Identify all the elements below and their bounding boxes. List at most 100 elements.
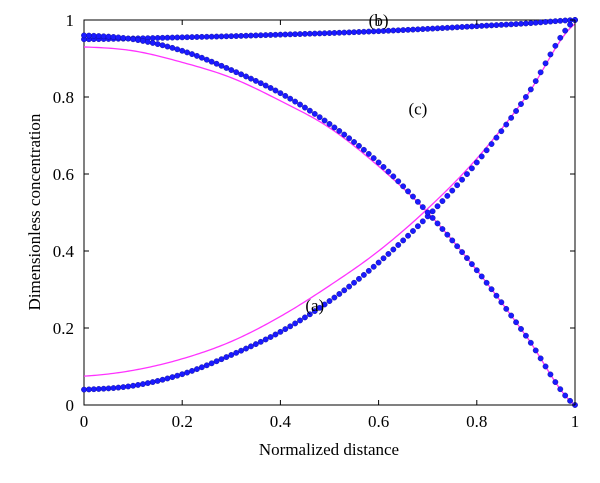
marker-a: [365, 267, 372, 274]
marker-a: [257, 338, 264, 345]
marker-c: [380, 164, 387, 170]
marker-a: [198, 364, 205, 371]
marker-c: [218, 62, 225, 69]
marker-c: [179, 47, 186, 54]
marker-b: [454, 24, 461, 31]
axis-ticks: [83, 19, 576, 406]
marker-c: [189, 51, 195, 57]
marker-a: [194, 366, 200, 373]
marker-a: [346, 283, 353, 290]
marker-b: [498, 21, 505, 28]
marker-c: [336, 128, 343, 134]
marker-c: [164, 43, 171, 50]
marker-b: [562, 17, 569, 24]
marker-c: [341, 131, 348, 138]
marker-c: [346, 135, 353, 142]
marker-c: [429, 215, 436, 221]
marker-b: [360, 28, 367, 35]
marker-b: [341, 29, 348, 36]
marker-b: [468, 23, 475, 30]
marker-a: [277, 328, 284, 335]
marker-a: [316, 304, 323, 311]
marker-c: [488, 286, 495, 293]
marker-c: [95, 33, 102, 39]
marker-c: [390, 173, 397, 180]
marker-c: [537, 355, 544, 362]
marker-a: [410, 228, 416, 234]
marker-a: [385, 251, 392, 257]
marker-b: [478, 22, 485, 29]
marker-b: [513, 21, 519, 27]
marker-c: [518, 326, 524, 332]
marker-b: [243, 32, 249, 39]
marker-a: [262, 336, 269, 343]
marker-b: [508, 21, 515, 28]
marker-a: [292, 320, 299, 327]
marker-b: [277, 31, 284, 38]
marker-a: [518, 101, 524, 107]
marker-a: [557, 34, 564, 41]
plot-marks: [81, 17, 578, 408]
marker-a: [360, 272, 367, 278]
marker-b: [400, 27, 407, 33]
marker-b: [272, 31, 279, 38]
marker-a: [473, 159, 480, 166]
y-tick-label: 0.6: [53, 165, 74, 184]
marker-a: [100, 385, 107, 392]
series-line-a: [83, 23, 576, 377]
x-tick-label: 0.8: [466, 412, 487, 431]
marker-c: [459, 249, 465, 256]
marker-c: [243, 73, 249, 80]
marker-c: [449, 237, 456, 244]
marker-b: [282, 31, 289, 38]
marker-a: [203, 362, 210, 369]
marker-a: [493, 134, 500, 141]
marker-a: [400, 237, 407, 244]
marker-a: [336, 291, 343, 297]
marker-c: [292, 98, 299, 105]
marker-b: [336, 29, 343, 36]
marker-a: [444, 192, 451, 199]
plot-frame: [83, 19, 576, 406]
y-tick-label: 0.2: [53, 319, 74, 338]
marker-a: [326, 298, 333, 304]
marker-a: [189, 367, 195, 374]
marker-b: [326, 30, 333, 36]
marker-c: [439, 226, 446, 232]
marker-a: [380, 255, 387, 262]
marker-c: [159, 42, 166, 49]
marker-c: [419, 204, 426, 211]
marker-a: [248, 343, 254, 350]
marker-a: [238, 347, 245, 354]
marker-c: [444, 231, 451, 238]
marker-a: [282, 326, 289, 333]
marker-b: [434, 25, 441, 32]
marker-a: [149, 379, 156, 385]
marker-a: [105, 385, 112, 392]
marker-b: [149, 35, 156, 41]
marker-a: [498, 128, 505, 135]
marker-a: [532, 78, 539, 85]
marker-b: [233, 33, 240, 39]
marker-c: [326, 121, 333, 127]
marker-c: [169, 44, 176, 51]
marker-a: [218, 356, 225, 363]
marker-c: [523, 332, 529, 339]
marker-a: [184, 369, 191, 376]
x-tick-label: 0.6: [368, 412, 389, 431]
marker-a: [478, 153, 485, 160]
marker-c: [223, 65, 230, 71]
marker-a: [297, 317, 303, 324]
marker-c: [105, 33, 112, 40]
marker-a: [130, 382, 137, 389]
marker-c: [297, 101, 303, 108]
marker-c: [311, 111, 318, 117]
marker-a: [311, 308, 318, 314]
marker-a: [95, 386, 102, 392]
marker-c: [503, 305, 510, 312]
x-tick-label: 1: [571, 412, 580, 431]
y-tick-label: 0.4: [53, 242, 75, 261]
marker-c: [86, 32, 92, 39]
marker-a: [449, 187, 456, 194]
marker-c: [473, 267, 480, 274]
